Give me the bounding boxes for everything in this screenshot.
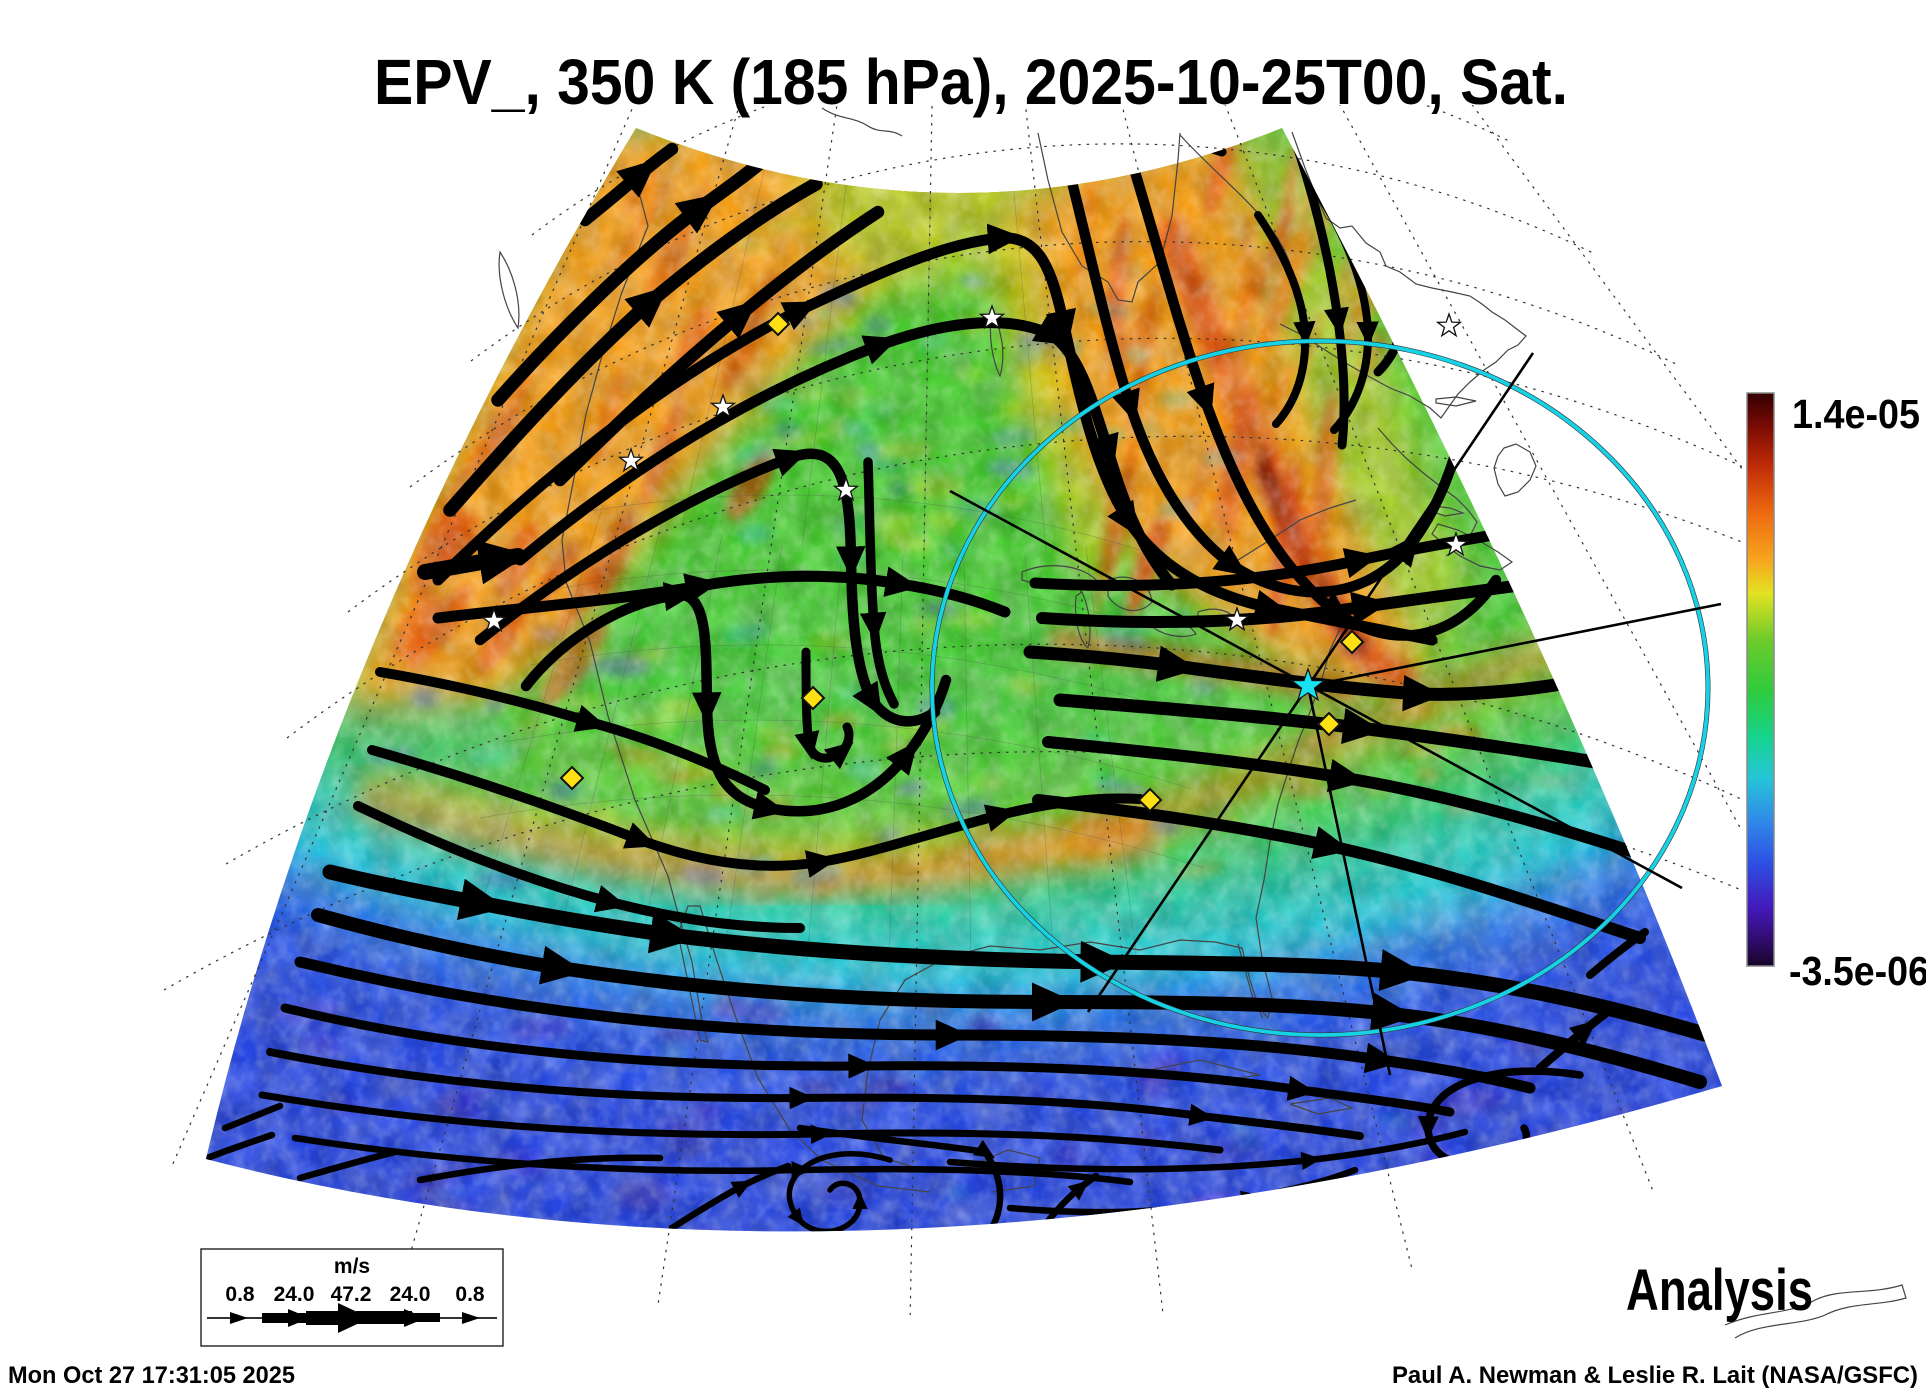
svg-text:m/s: m/s bbox=[334, 1255, 370, 1278]
svg-text:Mon Oct 27 17:31:05 2025: Mon Oct 27 17:31:05 2025 bbox=[8, 1362, 295, 1389]
svg-text:0.8: 0.8 bbox=[225, 1283, 255, 1306]
svg-text:47.2: 47.2 bbox=[331, 1283, 372, 1306]
svg-text:24.0: 24.0 bbox=[390, 1283, 431, 1306]
svg-text:Paul A. Newman & Leslie R. Lai: Paul A. Newman & Leslie R. Lait (NASA/GS… bbox=[1392, 1362, 1918, 1389]
svg-text:0.8: 0.8 bbox=[455, 1283, 485, 1306]
svg-text:1.4e-05: 1.4e-05 bbox=[1792, 391, 1920, 437]
svg-text:24.0: 24.0 bbox=[274, 1283, 315, 1306]
svg-text:EPV_, 350 K (185 hPa), 2025-10: EPV_, 350 K (185 hPa), 2025-10-25T00, Sa… bbox=[374, 46, 1568, 118]
svg-text:Analysis: Analysis bbox=[1626, 1258, 1813, 1323]
svg-text:-3.5e-06: -3.5e-06 bbox=[1789, 948, 1926, 994]
